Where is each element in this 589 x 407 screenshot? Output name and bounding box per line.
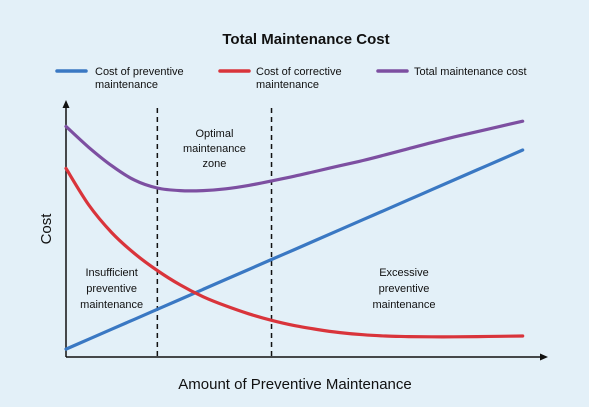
optimal-zone-label-line: zone: [203, 158, 227, 170]
optimal-zone: Optimal maintenance zone: [156, 108, 273, 357]
optimal-zone-label-line: maintenance: [183, 143, 246, 155]
preventive-cost-line: [64, 148, 525, 351]
legend-label-line: maintenance: [95, 79, 158, 91]
annotation-line: Insufficient: [85, 267, 137, 279]
corrective-cost-line: [64, 166, 525, 339]
insufficient-maintenance-label: Insufficient preventive maintenance: [80, 267, 143, 311]
legend-label-corrective: Cost of corrective maintenance: [256, 66, 342, 91]
y-axis-arrowhead: [62, 100, 70, 108]
y-axis-label: Cost: [38, 213, 55, 245]
excessive-maintenance-label: Excessive preventive maintenance: [372, 267, 435, 311]
optimal-zone-label: Optimal maintenance zone: [183, 128, 246, 170]
legend-label-line: Cost of corrective: [256, 66, 342, 78]
annotation-line: preventive: [86, 283, 137, 295]
legend: Cost of preventive maintenance Cost of co…: [55, 66, 527, 91]
annotation-line: maintenance: [80, 299, 143, 311]
legend-label-line: Total maintenance cost: [414, 66, 527, 78]
legend-label-line: Cost of preventive: [95, 66, 184, 78]
legend-label-preventive: Cost of preventive maintenance: [95, 66, 184, 91]
legend-label-total: Total maintenance cost: [414, 66, 527, 78]
annotations: Insufficient preventive maintenanceExcessi…: [80, 267, 435, 311]
legend-label-line: maintenance: [256, 79, 319, 91]
x-axis-label: Amount of Preventive Maintenance: [178, 376, 411, 393]
annotation-line: preventive: [379, 283, 430, 295]
total-cost-line: [64, 119, 525, 193]
plot-area: Optimal maintenance zone Insufficient preve…: [62, 100, 548, 361]
optimal-zone-label-line: Optimal: [195, 128, 233, 140]
chart-title: Total Maintenance Cost: [222, 31, 389, 48]
annotation-line: maintenance: [372, 299, 435, 311]
series-lines: [64, 119, 525, 351]
annotation-line: Excessive: [379, 267, 429, 279]
x-axis-arrowhead: [540, 353, 548, 361]
